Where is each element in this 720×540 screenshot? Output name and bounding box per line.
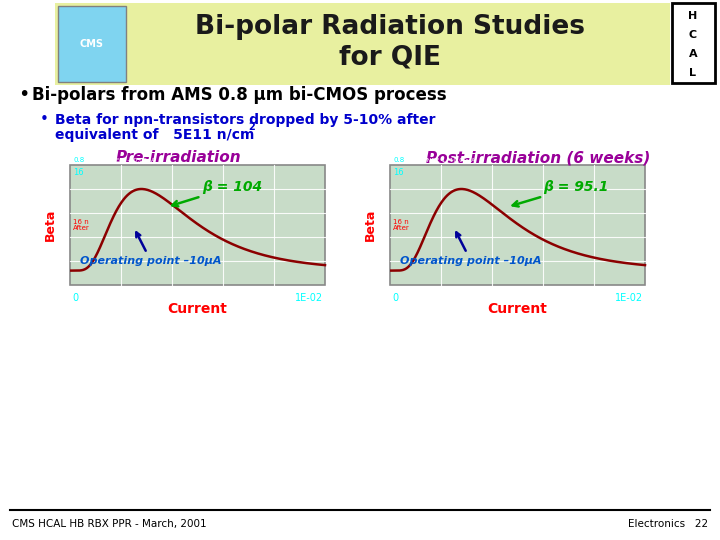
Text: Bi-polar Radiation Studies: Bi-polar Radiation Studies — [195, 14, 585, 40]
Text: H: H — [688, 11, 698, 21]
Text: 16: 16 — [393, 168, 404, 177]
Text: 0.8: 0.8 — [74, 157, 85, 163]
Text: A: A — [689, 49, 697, 59]
Bar — [70, 165, 325, 285]
Text: C: C — [689, 30, 697, 40]
Text: Beta: Beta — [364, 209, 377, 241]
Bar — [58, 6, 126, 82]
Text: CMS: CMS — [80, 39, 104, 49]
Text: 1E-02: 1E-02 — [295, 293, 323, 303]
Text: 16 n
After: 16 n After — [73, 219, 90, 232]
Text: Operating point –10μA: Operating point –10μA — [80, 232, 222, 266]
Text: 16: 16 — [73, 168, 84, 177]
Text: L: L — [690, 68, 696, 78]
Text: MAINRE 1 -10.00uA: MAINRE 1 -10.00uA — [95, 158, 156, 163]
Text: 2: 2 — [248, 122, 255, 132]
Bar — [672, 3, 715, 83]
Text: 1E-02: 1E-02 — [615, 293, 643, 303]
Bar — [55, 3, 670, 85]
Text: Current: Current — [487, 302, 547, 316]
Text: Bi-polars from AMS 0.8 μm bi-CMOS process: Bi-polars from AMS 0.8 μm bi-CMOS proces… — [32, 86, 446, 104]
Text: Operating point –10μA: Operating point –10μA — [400, 232, 541, 266]
Text: Beta: Beta — [43, 209, 56, 241]
Text: Current: Current — [168, 302, 228, 316]
Text: MAINRE 1 -10.00uA: MAINRE 1 -10.00uA — [415, 158, 475, 163]
Text: •: • — [40, 112, 49, 127]
Text: equivalent of   5E11 n/cm: equivalent of 5E11 n/cm — [55, 128, 254, 142]
Bar — [390, 165, 645, 285]
Text: 0.8: 0.8 — [394, 157, 405, 163]
Text: Electronics   22: Electronics 22 — [628, 519, 708, 529]
Text: 0: 0 — [392, 293, 398, 303]
Text: β = 95.1: β = 95.1 — [513, 180, 608, 206]
Text: β = 104: β = 104 — [172, 180, 263, 206]
Text: Beta for npn-transistors dropped by 5-10% after: Beta for npn-transistors dropped by 5-10… — [55, 113, 436, 127]
Text: •: • — [18, 85, 30, 105]
Text: for QIE: for QIE — [339, 45, 441, 71]
Text: 0: 0 — [72, 293, 78, 303]
Text: CMS HCAL HB RBX PPR - March, 2001: CMS HCAL HB RBX PPR - March, 2001 — [12, 519, 207, 529]
Text: 16 n
After: 16 n After — [393, 219, 410, 232]
Text: Pre-irradiation: Pre-irradiation — [115, 151, 240, 165]
Text: Post-irradiation (6 weeks): Post-irradiation (6 weeks) — [426, 151, 650, 165]
